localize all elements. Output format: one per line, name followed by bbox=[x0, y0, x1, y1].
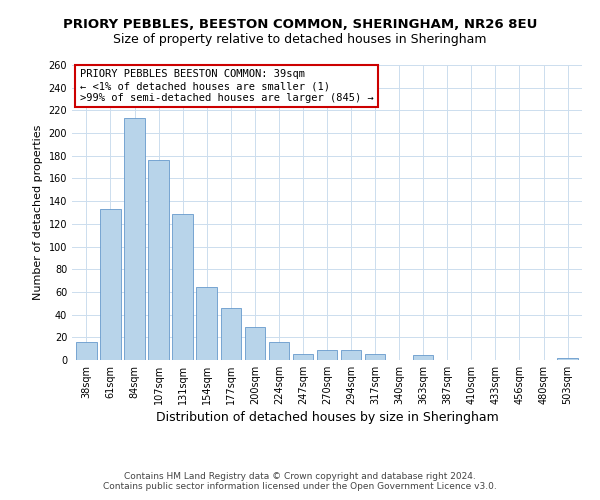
Bar bbox=[148, 160, 169, 360]
Text: Contains HM Land Registry data © Crown copyright and database right 2024.: Contains HM Land Registry data © Crown c… bbox=[124, 472, 476, 481]
Bar bbox=[293, 354, 313, 360]
Text: Contains public sector information licensed under the Open Government Licence v3: Contains public sector information licen… bbox=[103, 482, 497, 491]
Bar bbox=[245, 327, 265, 360]
Bar bbox=[76, 342, 97, 360]
Y-axis label: Number of detached properties: Number of detached properties bbox=[33, 125, 43, 300]
X-axis label: Distribution of detached houses by size in Sheringham: Distribution of detached houses by size … bbox=[155, 411, 499, 424]
Bar bbox=[221, 308, 241, 360]
Bar bbox=[317, 350, 337, 360]
Bar bbox=[172, 214, 193, 360]
Bar bbox=[196, 288, 217, 360]
Bar bbox=[557, 358, 578, 360]
Bar bbox=[341, 350, 361, 360]
Text: PRIORY PEBBLES, BEESTON COMMON, SHERINGHAM, NR26 8EU: PRIORY PEBBLES, BEESTON COMMON, SHERINGH… bbox=[63, 18, 537, 30]
Bar bbox=[124, 118, 145, 360]
Bar bbox=[413, 356, 433, 360]
Text: PRIORY PEBBLES BEESTON COMMON: 39sqm
← <1% of detached houses are smaller (1)
>9: PRIORY PEBBLES BEESTON COMMON: 39sqm ← <… bbox=[80, 70, 373, 102]
Text: Size of property relative to detached houses in Sheringham: Size of property relative to detached ho… bbox=[113, 32, 487, 46]
Bar bbox=[365, 354, 385, 360]
Bar bbox=[269, 342, 289, 360]
Bar bbox=[100, 209, 121, 360]
